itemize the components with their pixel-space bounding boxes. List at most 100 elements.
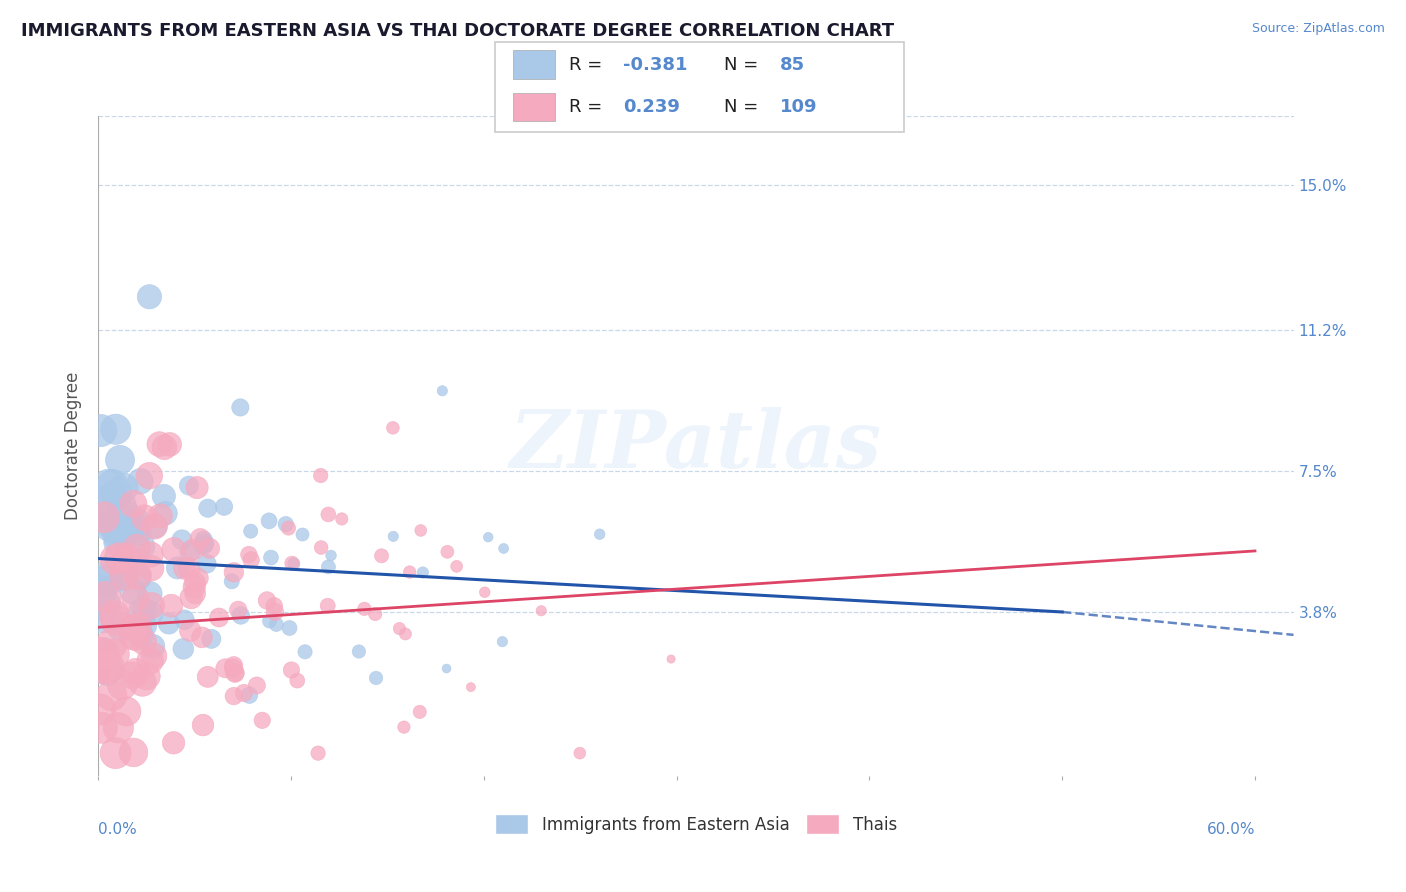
- Text: ZIPatlas: ZIPatlas: [510, 408, 882, 484]
- Point: [104, 422, 127, 436]
- Point: [127, 525, 149, 540]
- Text: 60.0%: 60.0%: [1206, 822, 1256, 837]
- Point: [263, 599, 285, 613]
- Point: [222, 566, 245, 580]
- Point: [191, 631, 214, 645]
- Point: [180, 591, 202, 605]
- Point: [330, 512, 353, 526]
- Point: [197, 501, 219, 516]
- Point: [128, 618, 150, 632]
- Point: [124, 518, 146, 533]
- Point: [91, 610, 114, 624]
- Point: [285, 673, 308, 688]
- Point: [233, 686, 256, 700]
- Point: [89, 702, 111, 716]
- Point: [364, 607, 387, 621]
- Point: [224, 665, 246, 680]
- Point: [112, 558, 135, 573]
- Point: [316, 599, 339, 613]
- Point: [198, 541, 221, 556]
- Point: [157, 616, 180, 631]
- Point: [436, 661, 458, 675]
- Point: [93, 647, 115, 661]
- Point: [307, 746, 329, 760]
- Point: [222, 661, 245, 675]
- Point: [107, 529, 129, 543]
- Point: [108, 550, 131, 565]
- Text: -0.381: -0.381: [623, 56, 688, 74]
- Text: IMMIGRANTS FROM EASTERN ASIA VS THAI DOCTORATE DEGREE CORRELATION CHART: IMMIGRANTS FROM EASTERN ASIA VS THAI DOC…: [21, 22, 894, 40]
- Point: [107, 721, 129, 735]
- Point: [221, 574, 243, 589]
- Point: [125, 630, 148, 644]
- Point: [122, 497, 145, 511]
- Point: [104, 613, 127, 627]
- Text: 85: 85: [780, 56, 806, 74]
- Point: [191, 718, 214, 732]
- Point: [212, 500, 235, 514]
- Point: [93, 661, 115, 675]
- Point: [115, 550, 138, 565]
- Point: [141, 606, 163, 620]
- Point: [186, 481, 208, 495]
- Point: [309, 468, 332, 483]
- Point: [139, 654, 162, 668]
- Point: [309, 541, 332, 555]
- Point: [264, 605, 287, 619]
- Point: [222, 689, 245, 703]
- Point: [112, 569, 135, 583]
- Point: [112, 568, 135, 582]
- Point: [208, 610, 231, 624]
- Point: [568, 746, 591, 760]
- Point: [100, 689, 122, 703]
- Point: [129, 475, 152, 489]
- Point: [132, 618, 155, 632]
- Point: [103, 648, 125, 662]
- Point: [131, 604, 153, 618]
- Point: [94, 505, 117, 519]
- Point: [132, 634, 155, 648]
- Point: [125, 665, 148, 679]
- Point: [155, 506, 177, 520]
- Point: [160, 599, 183, 613]
- Point: [394, 627, 416, 641]
- Text: N =: N =: [724, 98, 763, 116]
- Point: [197, 670, 219, 684]
- Point: [194, 537, 217, 551]
- Point: [125, 515, 148, 529]
- Point: [159, 437, 181, 451]
- Point: [98, 660, 121, 674]
- Point: [193, 537, 215, 551]
- Point: [107, 535, 129, 549]
- Point: [409, 705, 432, 719]
- Point: [659, 652, 682, 666]
- Point: [170, 533, 193, 547]
- Point: [138, 290, 160, 304]
- Point: [139, 548, 162, 562]
- Point: [392, 720, 415, 734]
- Point: [141, 599, 163, 613]
- Point: [98, 477, 121, 491]
- Point: [103, 520, 125, 534]
- Point: [96, 663, 118, 677]
- Point: [89, 585, 111, 599]
- Point: [129, 627, 152, 641]
- Point: [222, 658, 245, 673]
- Point: [409, 524, 432, 538]
- Point: [382, 529, 405, 543]
- Point: [94, 590, 117, 604]
- Point: [134, 511, 156, 525]
- Point: [181, 542, 204, 557]
- Point: [103, 608, 125, 623]
- Point: [381, 421, 404, 435]
- Point: [319, 549, 342, 563]
- Point: [91, 660, 114, 674]
- Point: [166, 561, 188, 575]
- Point: [121, 668, 143, 682]
- Point: [127, 541, 149, 555]
- Point: [134, 603, 156, 617]
- Point: [281, 556, 304, 570]
- Point: [172, 641, 194, 656]
- Point: [364, 671, 387, 685]
- Point: [183, 580, 205, 594]
